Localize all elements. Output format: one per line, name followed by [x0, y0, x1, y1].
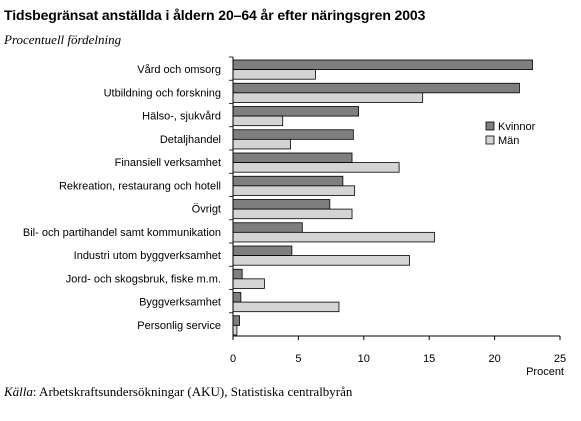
- x-tick-label-5: 25: [554, 353, 566, 365]
- bar-kvinnor-11: [232, 315, 240, 326]
- bar-man-10: [232, 301, 340, 313]
- bar-man-3: [232, 138, 291, 150]
- source-text: : Arbetskraftsundersökningar (AKU), Stat…: [32, 384, 353, 399]
- bar-man-7: [232, 231, 435, 243]
- bar-man-2: [232, 115, 284, 127]
- bar-kvinnor-4: [232, 152, 353, 164]
- category-label-1: Utbildning och forskning: [104, 87, 221, 99]
- chart-title: Tidsbegränsat anställda i åldern 20–64 å…: [4, 7, 426, 23]
- bar-man-5: [232, 185, 356, 196]
- bar-man-6: [232, 208, 353, 220]
- bar-man-1: [232, 92, 424, 103]
- category-label-5: Rekreation, restaurang och hotell: [59, 180, 221, 192]
- x-tick-label-3: 15: [423, 353, 435, 365]
- category-label-11: Personlig service: [137, 320, 221, 332]
- bar-man-11: [232, 324, 238, 336]
- source-note: Källa: Arbetskraftsundersökningar (AKU),…: [4, 384, 352, 400]
- category-label-3: Detaljhandel: [160, 134, 221, 146]
- bars-group: [232, 59, 533, 336]
- category-label-6: Övrigt: [192, 204, 221, 216]
- category-labels: Vård och omsorg Utbildning och forskning H…: [23, 64, 221, 332]
- source-label: Källa: [4, 384, 33, 399]
- bar-kvinnor-9: [232, 268, 243, 280]
- legend-label-0: Kvinnor: [498, 121, 536, 133]
- bar-kvinnor-5: [232, 175, 344, 187]
- bar-kvinnor-1: [232, 82, 520, 94]
- category-label-2: Hälso-, sjukvård: [142, 111, 221, 123]
- x-tick-label-2: 10: [358, 353, 370, 365]
- category-label-0: Vård och omsorg: [137, 64, 221, 76]
- bar-man-0: [232, 69, 316, 80]
- bar-kvinnor-2: [232, 106, 359, 117]
- legend-swatch-1: [485, 135, 495, 145]
- bar-kvinnor-10: [232, 292, 242, 303]
- legend: Kvinnor Män: [485, 121, 536, 147]
- bar-kvinnor-7: [232, 222, 303, 233]
- bar-man-9: [232, 278, 265, 289]
- legend-swatch-0: [485, 121, 495, 131]
- x-tick-label-1: 5: [295, 353, 301, 365]
- x-axis-label: Procent: [526, 366, 564, 378]
- bar-man-8: [232, 255, 410, 266]
- bar-kvinnor-6: [232, 199, 331, 210]
- x-tick-label-4: 20: [488, 353, 500, 365]
- category-label-9: Jord- och skogsbruk, fiske m.m.: [66, 273, 221, 285]
- category-label-7: Bil- och partihandel samt kommunikation: [23, 227, 221, 239]
- bar-chart: Vård och omsorg Utbildning och forskning H…: [23, 56, 566, 378]
- chart-subtitle: Procentuell fördelning: [4, 32, 122, 47]
- category-label-8: Industri utom byggverksamhet: [74, 250, 221, 262]
- bar-kvinnor-8: [232, 245, 293, 257]
- bar-man-4: [232, 162, 400, 173]
- legend-label-1: Män: [498, 135, 519, 147]
- bar-kvinnor-3: [232, 129, 354, 140]
- x-tick-label-0: 0: [230, 353, 236, 365]
- category-label-4: Finansiell verksamhet: [115, 157, 221, 169]
- bar-kvinnor-0: [232, 59, 533, 71]
- category-label-10: Byggverksamhet: [139, 297, 221, 309]
